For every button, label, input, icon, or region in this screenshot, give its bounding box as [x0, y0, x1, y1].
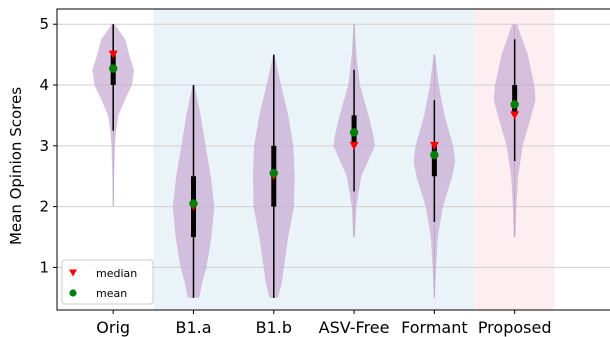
legend-label: mean: [96, 287, 127, 300]
y-tick-label: 4: [39, 76, 49, 94]
violin-proposed: [493, 24, 536, 238]
x-tick-label: Formant: [401, 318, 468, 337]
median-marker: [429, 141, 439, 150]
y-axis: 1 2 3 4 5: [39, 15, 57, 276]
mean-marker: [349, 128, 359, 137]
x-tick-label: Proposed: [478, 318, 552, 337]
mean-marker: [269, 168, 278, 178]
x-tick-label: B1.b: [256, 318, 292, 337]
violin-orig: [92, 24, 134, 207]
x-axis: Orig B1.a B1.b ASV-Free Formant Proposed: [96, 310, 551, 337]
mean-marker: [109, 64, 118, 73]
legend-label: median: [96, 267, 137, 280]
plot-frame: [56, 8, 610, 311]
iqr-box: [431, 145, 437, 177]
legend-mean-marker: [69, 289, 77, 297]
y-axis-label: Mean Opinion Scores: [7, 87, 25, 245]
legend: median mean: [61, 259, 154, 305]
mean-marker: [430, 150, 439, 160]
x-tick-label: ASV-Free: [319, 318, 390, 337]
y-tick-label: 1: [39, 258, 49, 276]
mean-marker: [510, 100, 519, 109]
x-tick-label: B1.a: [175, 318, 211, 337]
median-marker: [510, 111, 520, 120]
mean-marker: [189, 199, 198, 208]
y-tick-label: 3: [39, 137, 49, 155]
y-tick-label: 5: [39, 15, 49, 33]
legend-box: [61, 259, 154, 305]
median-marker: [108, 50, 118, 59]
median-marker: [349, 141, 359, 150]
y-tick-label: 2: [39, 198, 49, 216]
violin-formant: [413, 54, 456, 298]
violin-b1-a: [172, 85, 215, 298]
iqr-box: [512, 85, 518, 116]
x-tick-label: Orig: [96, 318, 130, 337]
violin-b1-b: [253, 54, 295, 298]
legend-median-marker: [69, 269, 77, 277]
violins: [92, 24, 536, 298]
violin-asv-free: [333, 24, 375, 238]
